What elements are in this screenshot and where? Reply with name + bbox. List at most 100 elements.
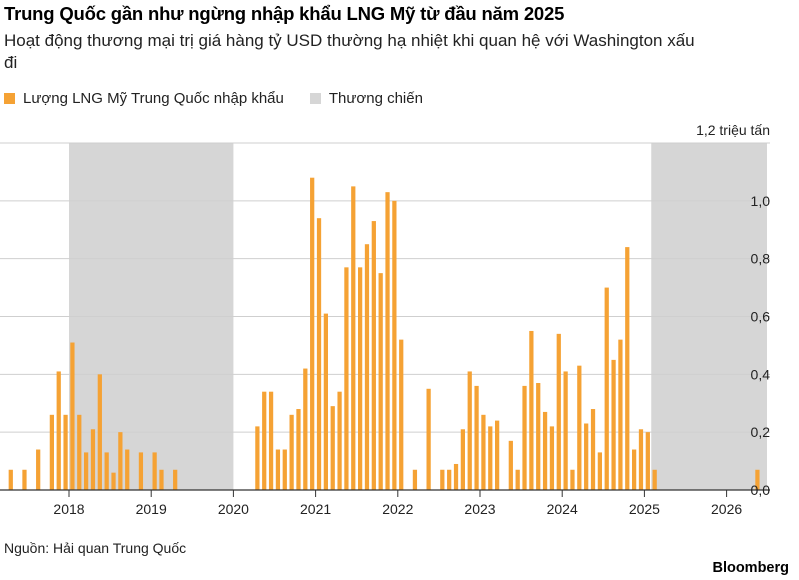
x-tick-label: 2018 bbox=[53, 501, 84, 517]
bar bbox=[638, 429, 644, 490]
bar bbox=[97, 374, 102, 490]
bar bbox=[255, 426, 260, 490]
y-tick-label: 0,8 bbox=[751, 251, 771, 267]
bar bbox=[488, 426, 493, 490]
bar bbox=[447, 469, 452, 490]
gridlines bbox=[0, 142, 770, 433]
bar bbox=[316, 218, 322, 490]
brand-logo: Bloomberg bbox=[712, 560, 789, 576]
bar bbox=[590, 409, 596, 490]
bar bbox=[138, 452, 144, 490]
x-tick-label: 2019 bbox=[136, 501, 167, 517]
y-tick-label: 0,4 bbox=[751, 366, 771, 382]
y-tick-label: 0,6 bbox=[751, 309, 771, 325]
bar bbox=[625, 247, 630, 490]
bar bbox=[70, 342, 75, 490]
x-tick-label: 2022 bbox=[382, 501, 413, 517]
bar bbox=[536, 383, 541, 490]
bar bbox=[371, 221, 376, 490]
bar bbox=[159, 469, 164, 490]
legend-label-trade-war: Thương chiến bbox=[328, 90, 423, 107]
legend-label-lng: Lượng LNG Mỹ Trung Quốc nhập khẩu bbox=[23, 90, 284, 107]
bar-chart: 0,00,20,40,60,81,0 2018 2019 2020 2021 2022 2… bbox=[0, 122, 771, 517]
bar bbox=[77, 414, 82, 490]
source-note: Nguồn: Hải quan Trung Quốc bbox=[4, 540, 187, 556]
legend: Lượng LNG Mỹ Trung Quốc nhập khẩu Thương… bbox=[4, 90, 449, 107]
bar bbox=[364, 244, 370, 490]
unit-label: 1,2 triệu tấn bbox=[696, 122, 770, 138]
bar bbox=[289, 414, 294, 490]
bar bbox=[618, 339, 623, 490]
x-tick-label: 2025 bbox=[629, 501, 660, 517]
bar bbox=[282, 449, 287, 490]
bar bbox=[303, 368, 308, 490]
bar bbox=[556, 333, 561, 490]
bar bbox=[529, 330, 534, 490]
legend-swatch-trade-war bbox=[309, 93, 321, 104]
bar bbox=[296, 409, 301, 490]
bar bbox=[22, 469, 27, 490]
bar bbox=[399, 339, 404, 490]
bar bbox=[412, 469, 418, 490]
bar bbox=[495, 420, 500, 490]
bar bbox=[49, 414, 54, 490]
bar bbox=[8, 469, 13, 490]
bar bbox=[392, 200, 397, 490]
bar bbox=[323, 313, 328, 490]
bar bbox=[385, 192, 390, 490]
bar bbox=[426, 388, 431, 490]
bar bbox=[351, 186, 356, 490]
bar bbox=[84, 452, 89, 490]
bar bbox=[104, 452, 109, 490]
bar bbox=[358, 267, 363, 490]
bar bbox=[173, 469, 178, 490]
y-axis-labels: 0,0 0,2 0,4 0,6 0,8 1,0 bbox=[751, 193, 771, 498]
x-axis-labels: 2018 2019 2020 2021 2022 2023 2024 2025 2026 bbox=[53, 501, 742, 517]
bar bbox=[604, 287, 609, 490]
legend-swatch-lng bbox=[4, 93, 15, 104]
bar bbox=[310, 177, 315, 490]
bar bbox=[645, 432, 650, 490]
bar bbox=[118, 432, 123, 490]
bar bbox=[268, 391, 274, 490]
bar bbox=[337, 391, 342, 490]
bar bbox=[522, 385, 527, 490]
bar bbox=[508, 440, 513, 490]
bar bbox=[542, 411, 548, 490]
bar bbox=[344, 267, 349, 490]
bar bbox=[632, 449, 637, 490]
bar bbox=[378, 273, 383, 490]
bar bbox=[570, 469, 575, 490]
bar bbox=[755, 469, 760, 490]
x-tick-label: 2024 bbox=[547, 501, 578, 517]
bar bbox=[330, 406, 335, 490]
bar bbox=[440, 469, 445, 490]
bar bbox=[577, 365, 582, 490]
bar bbox=[563, 371, 568, 490]
bar bbox=[474, 385, 479, 490]
bar bbox=[63, 414, 68, 490]
bar bbox=[56, 371, 61, 490]
legend-item-lng: Lượng LNG Mỹ Trung Quốc nhập khẩu bbox=[4, 90, 284, 107]
x-axis bbox=[0, 489, 770, 497]
bar bbox=[111, 472, 116, 490]
bar bbox=[515, 469, 520, 490]
bar bbox=[262, 391, 267, 490]
bar bbox=[90, 429, 96, 490]
y-tick-label: 0,0 bbox=[751, 482, 771, 498]
bar bbox=[481, 414, 486, 490]
bar bbox=[467, 371, 472, 490]
chart-title: Trung Quốc gần như ngừng nhập khẩu LNG M… bbox=[4, 3, 565, 24]
bar bbox=[584, 423, 589, 490]
y-tick-label: 1,0 bbox=[751, 193, 771, 209]
bar bbox=[125, 449, 130, 490]
x-tick-label: 2026 bbox=[711, 501, 742, 517]
x-tick-label: 2023 bbox=[464, 501, 495, 517]
bar bbox=[460, 429, 465, 490]
bar bbox=[36, 449, 41, 490]
y-tick-label: 0,2 bbox=[751, 424, 771, 440]
x-tick-label: 2020 bbox=[218, 501, 249, 517]
bar bbox=[453, 463, 459, 490]
bar bbox=[652, 469, 657, 490]
bar bbox=[611, 359, 616, 490]
